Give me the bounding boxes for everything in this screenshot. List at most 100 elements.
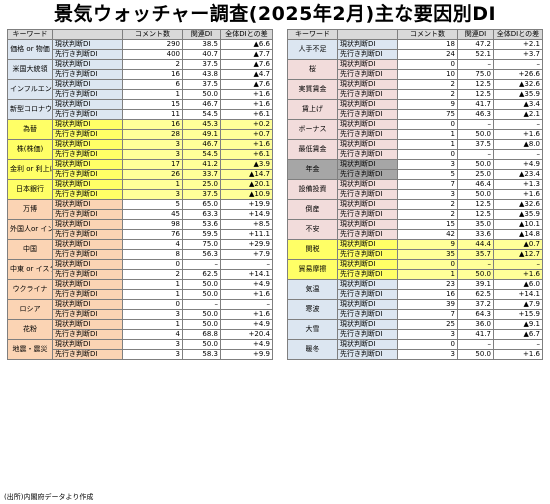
diff-cell: +14.1 [220, 269, 273, 280]
count-cell: 3 [122, 339, 183, 350]
type-cell: 先行き判断DI [52, 229, 123, 240]
type-cell: 先行き判断DI [337, 149, 398, 160]
di-cell: 50.0 [457, 269, 494, 280]
diff-cell: – [493, 119, 543, 130]
chart-title: 景気ウォッチャー調査(2025年2月)主な要因別DI [53, 3, 497, 25]
type-cell: 現状判断DI [52, 119, 123, 130]
diff-cell: +15.9 [493, 309, 543, 320]
count-cell: 1 [122, 179, 183, 190]
table-row: 先行き判断DI 3 54.5 +6.1 [8, 149, 273, 160]
di-cell: 56.3 [182, 249, 221, 260]
diff-cell: +1.6 [220, 139, 273, 150]
di-cell: 46.7 [182, 139, 221, 150]
count-cell: 1 [122, 319, 183, 330]
keyword-cell: 倒産 [287, 199, 338, 220]
table-row: 先行き判断DI 3 37.5 ▲10.9 [8, 189, 273, 200]
header-count: コメント数 [397, 29, 458, 40]
diff-cell: ▲6.0 [493, 279, 543, 290]
count-cell: 7 [397, 309, 458, 320]
diff-cell: +29.9 [220, 239, 273, 250]
table-row: 先行き判断DI 3 50.0 +1.6 [288, 349, 543, 360]
diff-cell: ▲10.9 [220, 189, 273, 200]
di-cell: – [457, 339, 494, 350]
di-cell: 50.0 [182, 89, 221, 100]
count-cell: 26 [122, 169, 183, 180]
di-cell: 40.7 [182, 49, 221, 60]
diff-cell: ▲4.7 [220, 69, 273, 80]
di-cell: 37.5 [457, 139, 494, 150]
di-cell: 37.5 [182, 189, 221, 200]
table-row: 株(株価) 現状判断DI 3 46.7 +1.6 [7, 139, 273, 160]
table-row: 外国人or インバウンド現状判断DI9853.6+8.5 [7, 219, 273, 240]
table-row: 実質賃金 現状判断DI 2 12.5 ▲32.6 [287, 79, 543, 100]
type-cell: 現状判断DI [52, 139, 123, 150]
di-cell: 36.0 [457, 319, 494, 330]
keyword-cell: 価格 or 物価 [7, 39, 53, 60]
count-cell: 1 [122, 89, 183, 100]
table-row: 関税 現状判断DI 9 44.4 ▲0.7 [287, 239, 543, 260]
keyword-cell: 最低賃金 [287, 139, 338, 160]
table-header-row: キーワード コメント数 関連DI 全体DIとの差 [7, 29, 273, 40]
table-row: ボーナス 現状判断DI 0– – [287, 119, 543, 140]
keyword-cell: 貿易摩擦 [287, 259, 338, 280]
di-cell: 41.2 [182, 159, 221, 170]
type-cell: 先行き判断DI [337, 109, 398, 120]
header-diff: 全体DIとの差 [220, 29, 273, 40]
di-cell: 50.0 [457, 159, 494, 170]
type-cell: 現状判断DI [337, 299, 398, 310]
count-cell: 17 [122, 159, 183, 170]
keyword-cell: 新型コロナウイルス [7, 99, 53, 120]
count-cell: 16 [397, 289, 458, 300]
count-cell: 4 [122, 239, 183, 250]
count-cell: 15 [397, 219, 458, 230]
count-cell: 5 [397, 169, 458, 180]
table-row: 先行き判断DI 1 50.0 +1.6 [8, 289, 273, 300]
di-cell: – [457, 259, 494, 270]
table-row: 賃上げ 現状判断DI 9 41.7 ▲3.4 [287, 99, 543, 120]
header-type [52, 29, 123, 40]
diff-cell: ▲32.6 [493, 199, 543, 210]
table-row: 為替 現状判断DI 16 45.3 +0.2 [7, 119, 273, 140]
type-cell: 現状判断DI [52, 299, 123, 310]
count-cell: 16 [122, 119, 183, 130]
count-cell: 400 [122, 49, 183, 60]
count-cell: 3 [122, 139, 183, 150]
type-cell: 現状判断DI [337, 199, 398, 210]
di-cell: 50.0 [457, 189, 494, 200]
table-row: 先行き判断DI 7 64.3 +15.9 [288, 309, 543, 320]
diff-cell: ▲6.6 [220, 39, 273, 50]
diff-cell: ▲0.7 [493, 239, 543, 250]
diff-cell: +19.9 [220, 199, 273, 210]
diff-cell: +1.3 [493, 179, 543, 190]
header-keyword: キーワード [287, 29, 338, 40]
diff-cell: +0.2 [220, 119, 273, 130]
type-cell: 先行き判断DI [337, 189, 398, 200]
count-cell: 0 [397, 149, 458, 160]
table-row: 先行き判断DI 2 12.5 ▲35.9 [288, 209, 543, 220]
header-di: 関連DI [182, 29, 221, 40]
table-row: 先行き判断DI 3 58.3 +9.9 [8, 349, 273, 360]
table-row: 年金 現状判断DI 3 50.0 +4.9 [287, 159, 543, 180]
diff-cell: +6.1 [220, 149, 273, 160]
diff-cell: +3.7 [493, 49, 543, 60]
table-row: 寒波 現状判断DI 39 37.2 ▲7.9 [287, 299, 543, 320]
di-cell: 75.0 [457, 69, 494, 80]
count-cell: 3 [122, 309, 183, 320]
di-cell: 12.5 [457, 79, 494, 90]
diff-cell: +7.9 [220, 249, 273, 260]
count-cell: 3 [122, 349, 183, 360]
diff-cell: ▲8.0 [493, 139, 543, 150]
keyword-cell: 金利 or 利上げ [7, 159, 53, 180]
count-cell: 7 [397, 179, 458, 190]
count-cell: 2 [397, 199, 458, 210]
di-cell: 39.1 [457, 279, 494, 290]
diff-cell: +26.6 [493, 69, 543, 80]
table-row: 先行き判断DI 75 46.3 ▲2.1 [288, 109, 543, 120]
count-cell: 3 [397, 329, 458, 340]
count-cell: 3 [397, 349, 458, 360]
type-cell: 現状判断DI [337, 179, 398, 190]
type-cell: 先行き判断DI [337, 89, 398, 100]
diff-cell: ▲2.1 [493, 109, 543, 120]
diff-cell: – [220, 259, 273, 270]
type-cell: 現状判断DI [52, 99, 123, 110]
